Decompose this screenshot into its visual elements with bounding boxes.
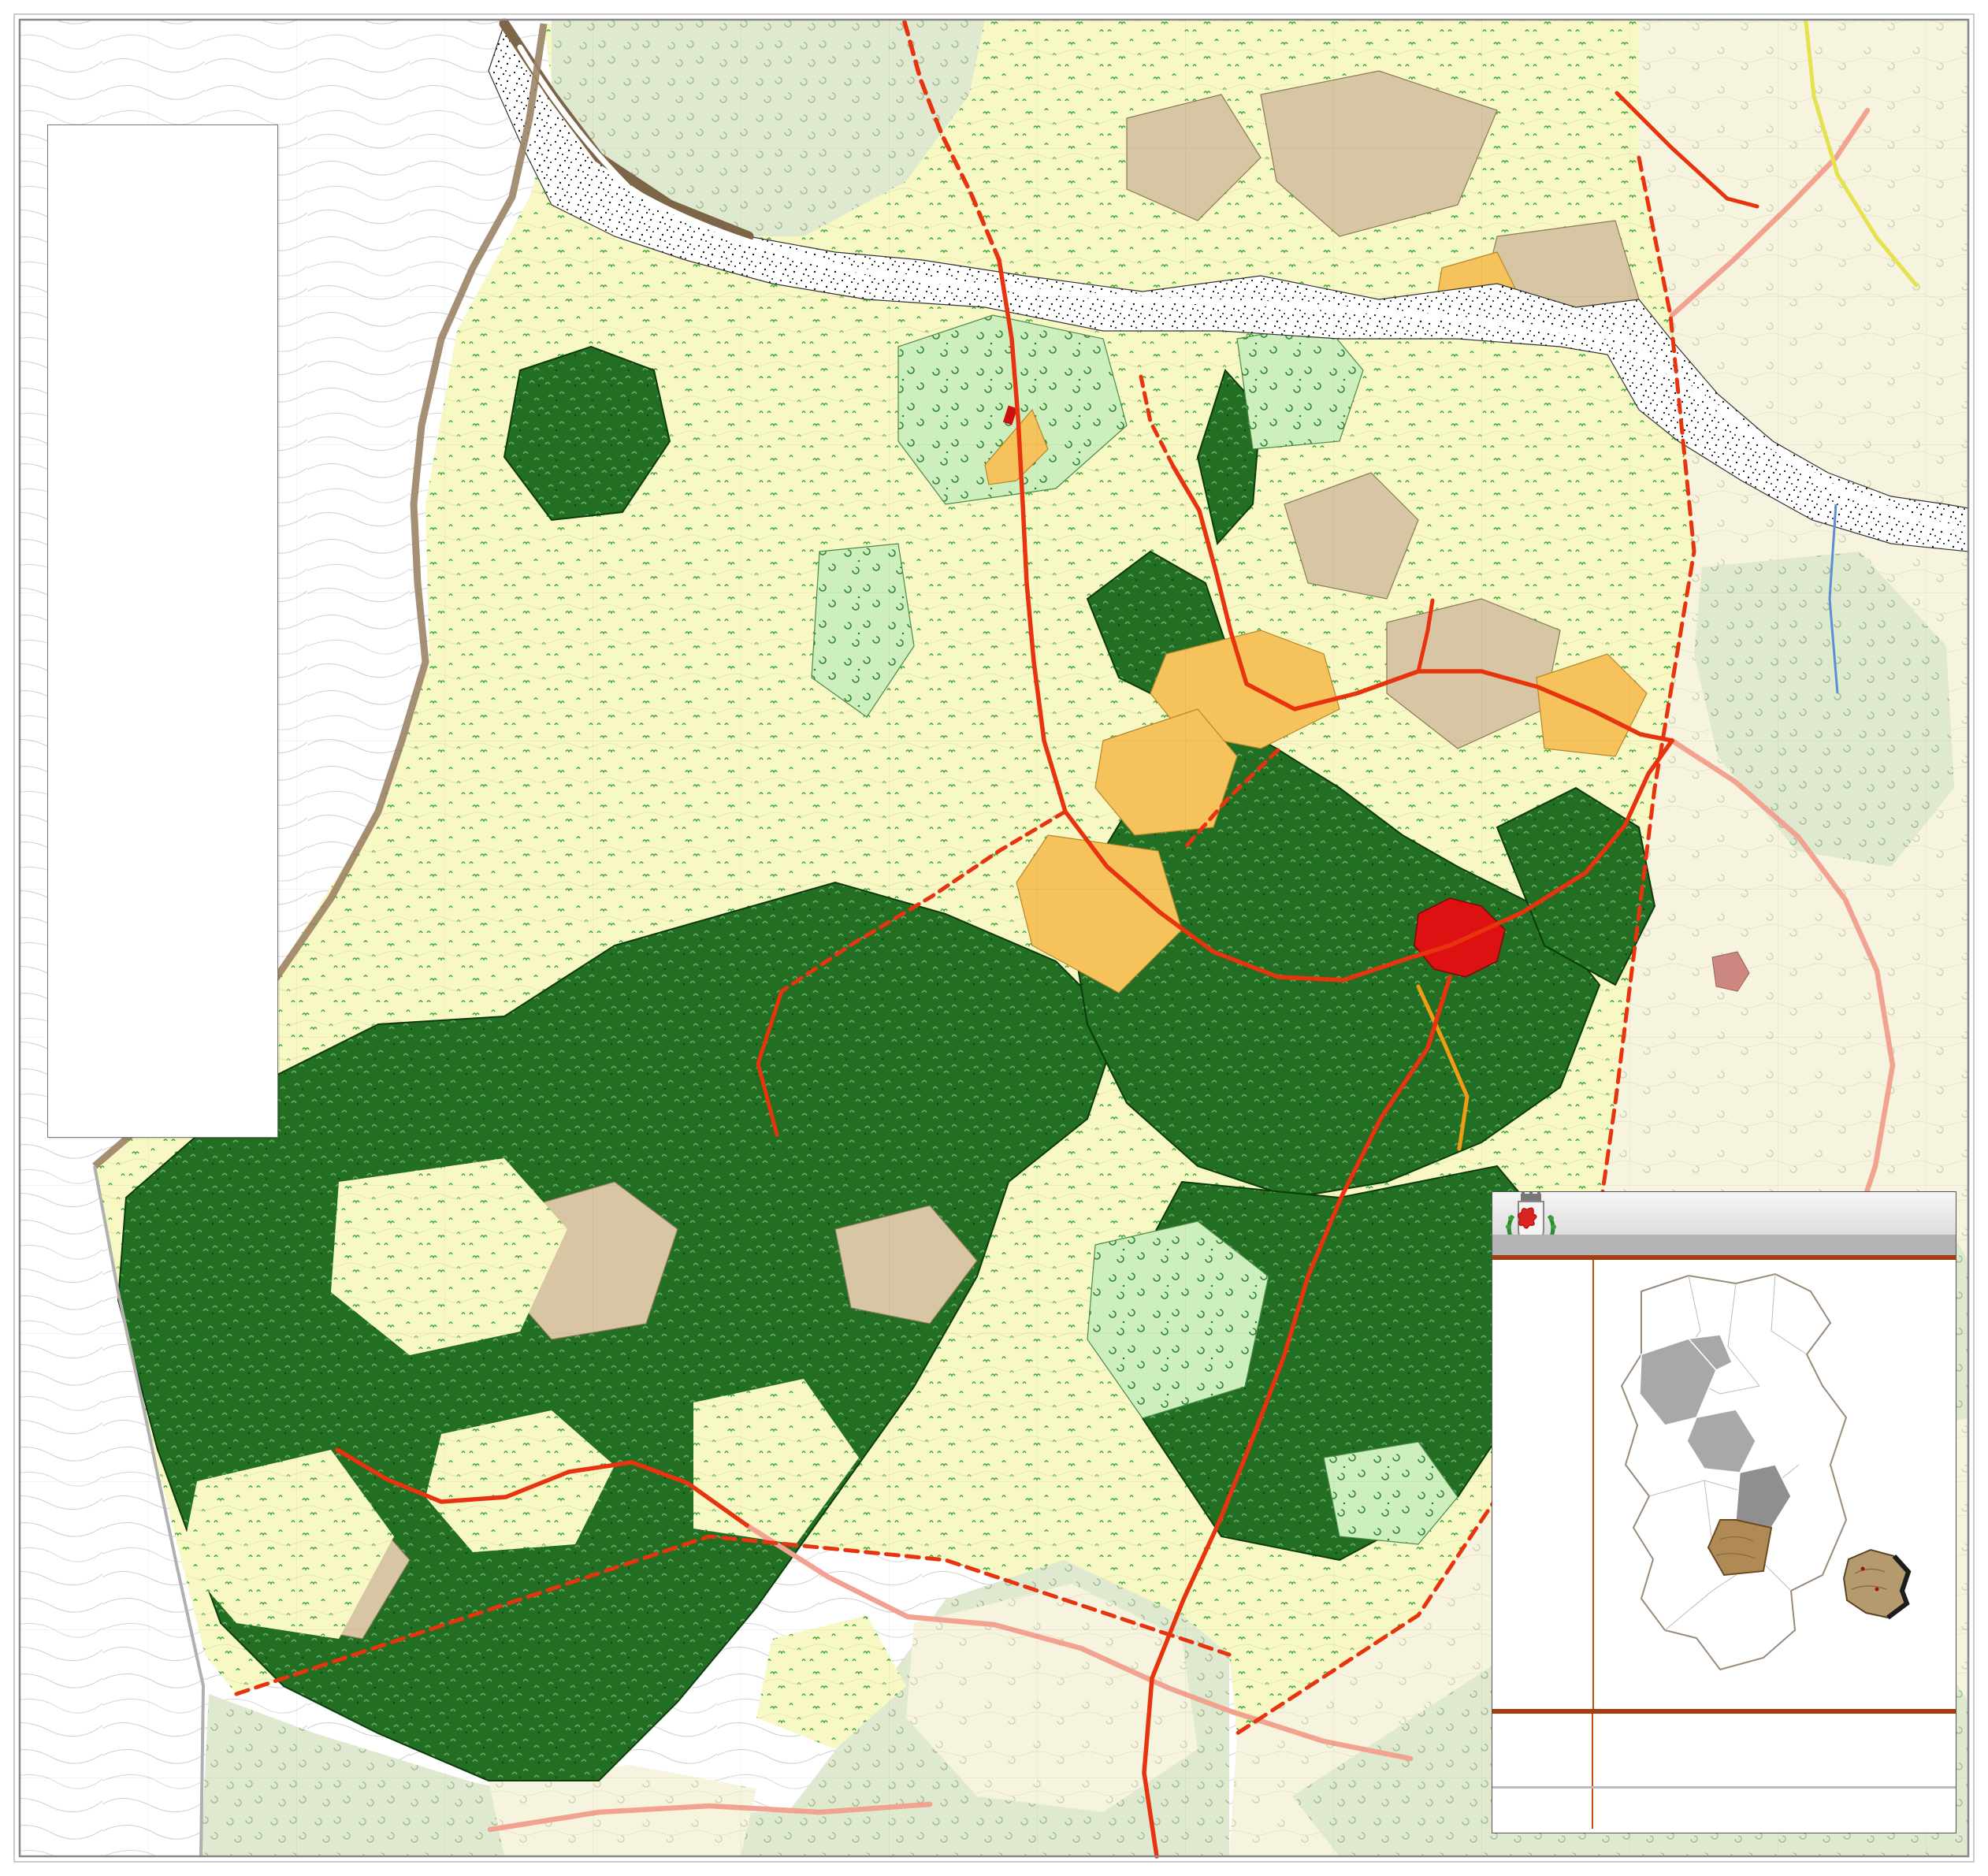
approval-cell <box>1492 1714 1593 1786</box>
provincia-strip <box>1492 1235 1956 1255</box>
legend-panel <box>47 124 278 1138</box>
title-block-body <box>1492 1260 1956 1709</box>
scale-row <box>1492 1789 1956 1829</box>
tuscany-map <box>1620 1272 1848 1671</box>
title-block-header <box>1492 1192 1956 1255</box>
piano-strutturale <box>1858 1260 1956 1709</box>
sheet-frame-outer <box>13 13 1975 1863</box>
divider-rule <box>1492 1255 1956 1260</box>
approval-title-row <box>1492 1714 1956 1786</box>
credits-column <box>1492 1260 1592 1709</box>
pomarance-relief <box>1842 1548 1912 1620</box>
date-label <box>1492 1789 1593 1829</box>
divider-rule-gray <box>1492 1786 1956 1789</box>
sheet-frame-inner <box>18 18 1970 1858</box>
sheet-title <box>1593 1714 1956 1786</box>
tuscany-locator <box>1592 1260 1858 1709</box>
divider-rule <box>1492 1709 1956 1714</box>
title-block <box>1492 1191 1956 1833</box>
